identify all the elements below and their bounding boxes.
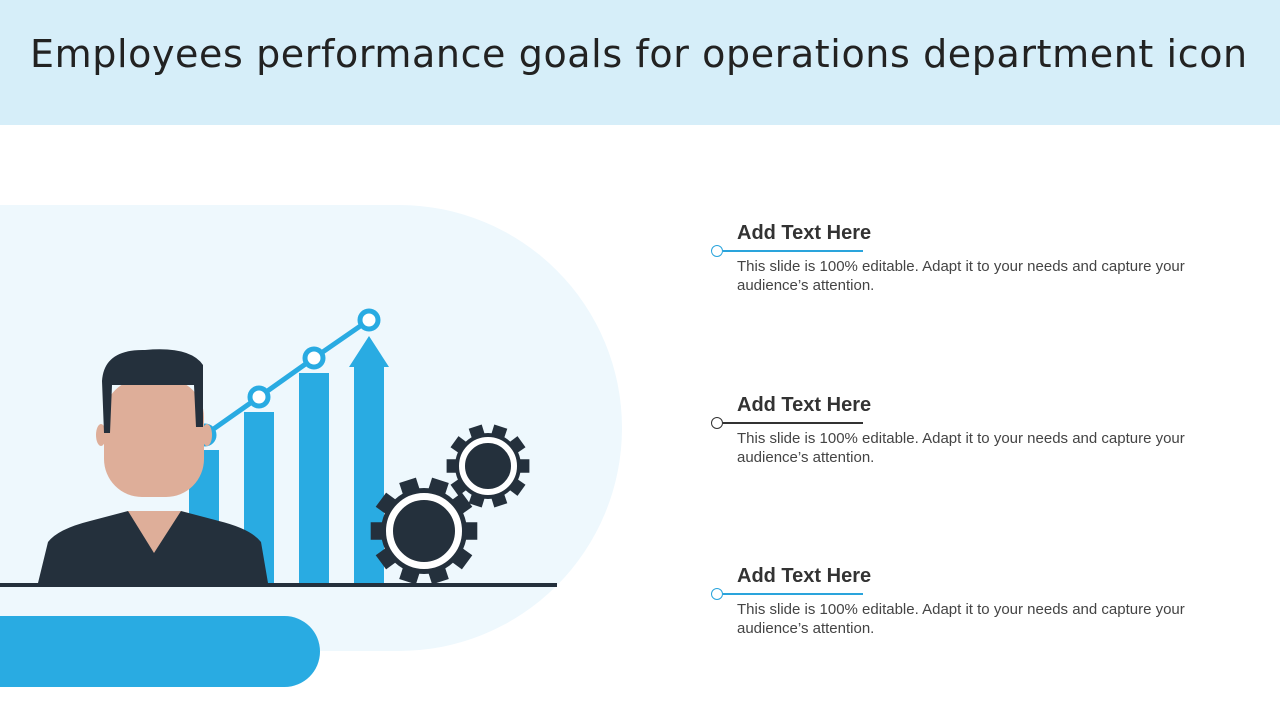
gear-icon [370,424,530,585]
accent-bar [0,616,320,687]
item-body: This slide is 100% editable. Adapt it to… [737,258,1185,294]
bullet-marker [711,417,723,429]
performance-illustration [0,205,622,687]
bullet-rule [723,250,863,252]
title-bar: Employees performance goals for operatio… [0,0,1280,125]
desk-line [0,583,557,587]
bullet-marker [711,245,723,257]
bullet-rule [723,593,863,595]
item-heading: Add Text Here [737,394,872,416]
growth-arrow-icon [349,336,389,584]
page-title: Employees performance goals for operatio… [30,32,1248,76]
bullet-marker [711,588,723,600]
item-heading: Add Text Here [737,565,872,587]
item-body: This slide is 100% editable. Adapt it to… [737,430,1185,466]
bullet-rule [723,422,863,424]
item-body: This slide is 100% editable. Adapt it to… [737,601,1185,637]
item-heading: Add Text Here [737,222,872,244]
person-icon [38,349,268,583]
